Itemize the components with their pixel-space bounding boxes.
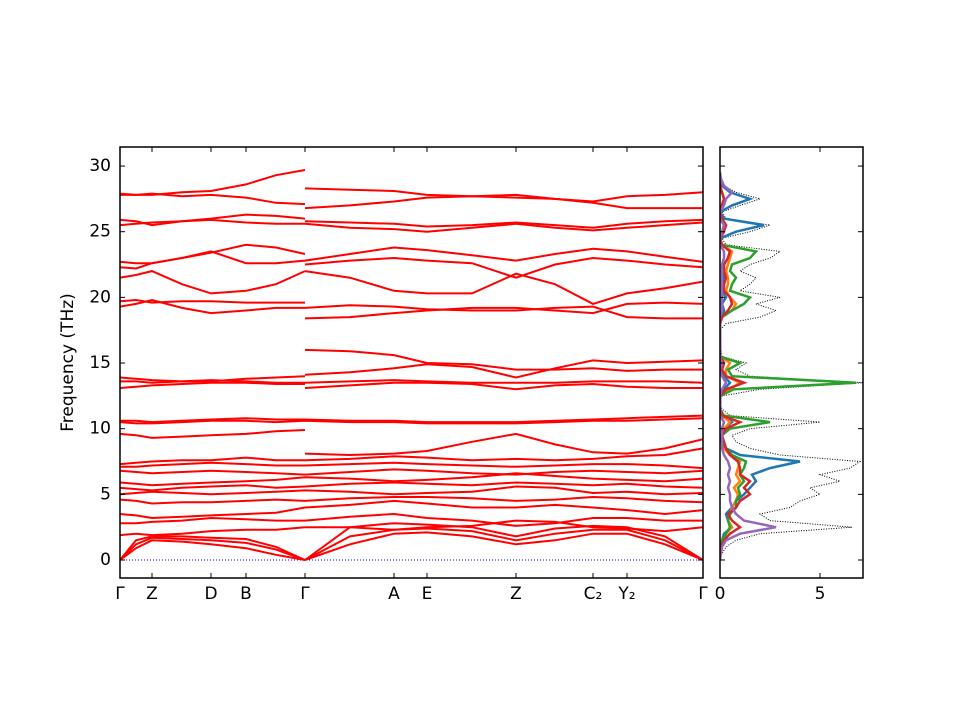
x-tick-label: Z [510,584,522,604]
x-tick-label: C₂ [584,584,603,604]
x-tick-label: 0 [715,584,726,604]
band-line [120,468,703,476]
band-line [120,481,703,492]
axes-frame [119,146,704,579]
x-tick-label: E [422,584,433,604]
y-tick-label: 15 [89,353,111,373]
y-tick-label: 5 [100,484,111,504]
plot-area [120,169,703,561]
band-line [120,447,703,466]
band-line [120,270,703,305]
band-line [120,381,703,391]
x-tick-label: A [388,584,400,604]
band-line [120,531,703,561]
band-line [304,348,703,372]
band-line [120,499,703,520]
band-line [120,527,703,561]
x-tick-label: Γ [300,584,310,604]
y-tick-label: 20 [89,287,111,307]
band-line [120,192,703,210]
band-line [120,485,703,496]
y-axis-label: Frequency (THz) [58,293,78,432]
band-line [120,472,703,487]
band-line [120,519,703,537]
y-tick-label: 10 [89,419,111,439]
dos-line [720,172,863,561]
band-line [120,417,703,425]
band-line [120,169,703,203]
x-tick-label: D [204,584,217,604]
x-tick-label: Z [146,584,158,604]
x-tick-label: Γ [115,584,125,604]
x-tick-label: 5 [815,584,826,604]
band-line [120,359,703,383]
y-tick-label: 30 [89,156,111,176]
plot-area [720,172,863,561]
band-line [120,495,703,505]
band-line [120,298,703,320]
band-line [120,429,703,457]
band-line [120,512,703,527]
y-tick-label: 0 [100,550,111,570]
band-line [120,461,703,470]
y-tick-label: 25 [89,222,111,242]
band-line [120,298,703,320]
x-tick-label: B [240,584,252,604]
band-line [120,246,703,265]
band-line [120,414,703,424]
band-line [120,213,703,229]
x-tick-label: Y₂ [617,584,635,604]
axes-frame [719,146,864,579]
x-tick-label: Γ [698,584,708,604]
